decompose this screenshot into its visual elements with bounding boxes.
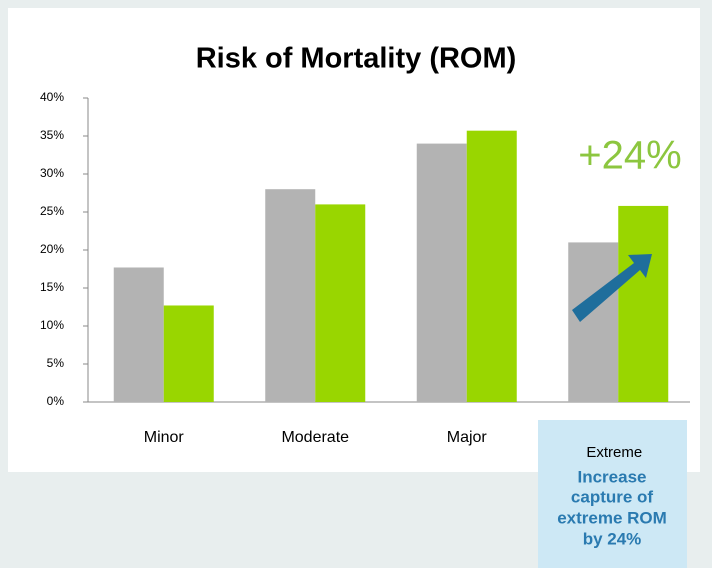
y-tick-label: 15% (40, 280, 64, 294)
y-tick-label: 30% (40, 166, 64, 180)
callout-line: by 24% (583, 529, 642, 548)
y-tick-label: 5% (47, 356, 65, 370)
x-tick-label: Moderate (281, 429, 349, 446)
bar (265, 189, 316, 402)
y-tick-label: 40% (40, 90, 64, 104)
bar (163, 305, 214, 402)
y-tick-label: 0% (47, 394, 65, 408)
bar (568, 242, 619, 402)
chart-title: Risk of Mortality (ROM) (196, 43, 517, 75)
callout-line: capture of (571, 487, 654, 506)
annotation: +24% (578, 134, 681, 178)
x-tick-label: Minor (144, 429, 185, 446)
bar (618, 205, 669, 402)
y-tick-label: 25% (40, 204, 64, 218)
callout-line: Increase (578, 467, 647, 486)
y-tick-label: 20% (40, 242, 64, 256)
bar (416, 143, 467, 402)
callout-line: extreme ROM (557, 508, 667, 527)
x-tick-label: Extreme (586, 444, 642, 461)
bar (315, 204, 366, 402)
bar (113, 267, 164, 402)
callout-box (538, 420, 687, 568)
y-tick-label: 10% (40, 318, 64, 332)
arrow (572, 254, 652, 322)
x-tick-label: Major (447, 429, 488, 446)
bars (113, 130, 669, 402)
y-tick-label: 35% (40, 128, 64, 142)
bar (466, 130, 517, 402)
